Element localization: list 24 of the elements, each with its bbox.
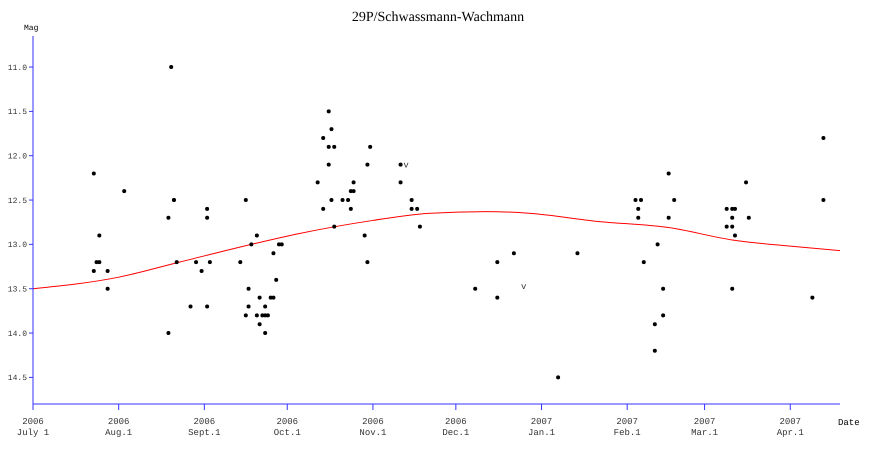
y-tick-label: 13.5 (8, 286, 28, 295)
x-tick-label: 2007 Apr.1 (776, 417, 804, 438)
x-tick-label: 2006 Dec.1 (442, 417, 470, 438)
y-tick-label: 11.0 (8, 64, 28, 73)
annotation: v (521, 282, 526, 292)
x-tick-label: 2006 Oct.1 (274, 417, 301, 438)
x-tick-label: 2007 Feb.1 (614, 417, 641, 438)
y-tick-label: 14.0 (8, 330, 28, 339)
y-axis-title: Mag (24, 24, 38, 33)
x-tick-label: 2006 Aug.1 (105, 417, 132, 438)
y-tick-label: 13.0 (8, 241, 28, 250)
line-series (33, 211, 840, 290)
x-tick-label: 2006 Nov.1 (359, 417, 386, 438)
y-tick-label: 12.5 (8, 196, 28, 206)
x-tick-label: 2006 July 1 (16, 417, 50, 438)
chart-title: 29P/Schwassmann-Wachmann (352, 10, 524, 25)
annotation: v (403, 160, 410, 171)
x-tick-label: 2007 Mar.1 (691, 417, 718, 438)
x-tick-label: 2006 Sept.1 (188, 417, 221, 438)
x-axis-title: Date (838, 418, 860, 428)
y-tick-label: 11.5 (8, 108, 28, 118)
y-tick-label: 12.0 (8, 152, 28, 162)
y-tick-label: 14.5 (8, 374, 28, 384)
x-tick-label: 2007 Jan.1 (528, 417, 556, 438)
